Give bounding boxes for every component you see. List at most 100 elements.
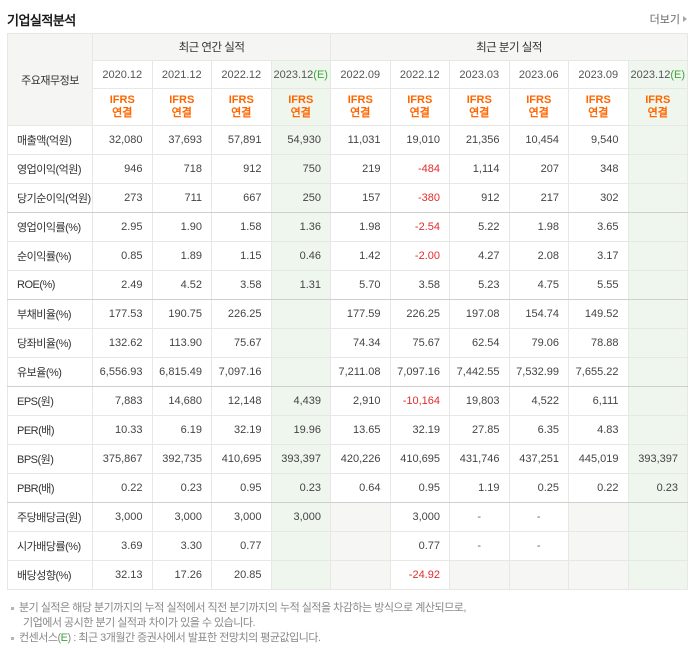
metric-value-cell: 3.69 xyxy=(92,531,153,561)
metric-value-cell xyxy=(270,328,331,358)
metric-row-16: 배당성향(%) 32.13 17.26 20.85 -24.92 xyxy=(7,560,689,590)
metric-value-cell: 0.77 xyxy=(211,531,272,561)
metric-value-cell: 3,000 xyxy=(270,502,331,532)
metric-value-cell: 219 xyxy=(330,154,391,184)
band-row: 주요재무정보 최근 연간 실적 최근 분기 실적 xyxy=(7,33,689,126)
col-header-quarter-2023.06: 2023.06 xyxy=(508,60,569,89)
chevron-right-icon xyxy=(683,16,687,22)
metric-value-cell: 445,019 xyxy=(568,444,629,474)
metric-value-cell: 20.85 xyxy=(211,560,272,590)
metric-value-cell: 250 xyxy=(270,183,331,213)
metric-value-cell: 7,097.16 xyxy=(389,357,450,387)
metric-value-cell: 3.65 xyxy=(568,212,629,242)
metric-value-cell: 912 xyxy=(449,183,510,213)
metric-value-cell: 393,397 xyxy=(270,444,331,474)
metric-value-cell: 7,442.55 xyxy=(449,357,510,387)
col-header-annual-2023.12: 2023.12(E) xyxy=(270,60,331,89)
metric-value-cell xyxy=(627,531,689,561)
metric-value-cell: 226.25 xyxy=(211,299,272,329)
metric-value-cell: 410,695 xyxy=(389,444,450,474)
metric-value-cell: 0.77 xyxy=(389,531,450,561)
metric-value-cell xyxy=(627,154,689,184)
metric-label: PBR(배) xyxy=(7,473,93,503)
metric-label: 배당성향(%) xyxy=(7,560,93,590)
metric-value-cell: 27.85 xyxy=(449,415,510,445)
metric-value-cell: -2.54 xyxy=(389,212,450,242)
metric-value-cell: 0.23 xyxy=(627,473,689,503)
metric-value-cell: 1.42 xyxy=(330,241,391,271)
metric-value-cell: 157 xyxy=(330,183,391,213)
more-button[interactable]: 더보기 xyxy=(650,11,687,27)
metric-row-3: 당기순이익(억원) 273 711 667 250 157 -380 912 217 302 xyxy=(7,183,689,213)
metric-value-cell xyxy=(627,357,689,387)
metric-value-cell: 912 xyxy=(211,154,272,184)
metric-value-cell: 392,735 xyxy=(151,444,212,474)
metric-row-4: 영업이익률(%) 2.95 1.90 1.58 1.36 1.98 -2.54 5.22 1.9… xyxy=(7,212,689,242)
metric-row-11: PER(배) 10.33 6.19 32.19 19.96 13.65 32.19 27.85… xyxy=(7,415,689,445)
metric-value-cell: 1.89 xyxy=(151,241,212,271)
metric-value-cell: 302 xyxy=(568,183,629,213)
quarter-band-header: 최근 분기 실적 xyxy=(329,33,689,61)
metric-value-cell: 946 xyxy=(92,154,153,184)
metric-row-1: 매출액(억원) 32,080 37,693 57,891 54,930 11,031 19,… xyxy=(7,125,689,155)
metric-value-cell xyxy=(330,502,391,532)
metric-value-cell: 32.13 xyxy=(92,560,153,590)
footnote-1-line-2: 기업에서 공시한 분기 실적과 차이가 있을 수 있습니다. xyxy=(23,617,256,629)
metric-value-cell: -2.00 xyxy=(389,241,450,271)
metric-value-cell: 14,680 xyxy=(151,386,212,416)
col-header-annual-2020.12: 2020.12 xyxy=(92,60,153,89)
ifrs-consolidated-header: IFRS 연결 xyxy=(270,88,331,126)
metric-value-cell xyxy=(627,415,689,445)
metric-value-cell: -10,164 xyxy=(389,386,450,416)
metric-row-14: 주당배당금(원) 3,000 3,000 3,000 3,000 3,000- - xyxy=(7,502,689,532)
metric-value-cell: - xyxy=(508,502,569,532)
metric-value-cell: 10,454 xyxy=(508,125,569,155)
metric-value-cell: 11,031 xyxy=(330,125,391,155)
metric-value-cell: 7,097.16 xyxy=(211,357,272,387)
metric-value-cell: 2.95 xyxy=(92,212,153,242)
metric-value-cell xyxy=(330,560,391,590)
metric-value-cell xyxy=(627,560,689,590)
metric-label: 매출액(억원) xyxy=(7,125,93,155)
metric-value-cell: 4.52 xyxy=(151,270,212,300)
col-header-quarter-2022.12: 2022.12 xyxy=(389,60,450,89)
metric-value-cell: 149.52 xyxy=(568,299,629,329)
metric-value-cell: 5.70 xyxy=(330,270,391,300)
metric-value-cell: 0.85 xyxy=(92,241,153,271)
metric-row-10: EPS(원) 7,883 14,680 12,148 4,439 2,910 -10,164… xyxy=(7,386,689,416)
metric-value-cell xyxy=(627,270,689,300)
metric-value-cell: 5.23 xyxy=(449,270,510,300)
metric-value-cell: 13.65 xyxy=(330,415,391,445)
footnote-2: 컨센서스(E) : 최근 3개월간 증권사에서 발표한 전망치의 평균값입니다. xyxy=(9,631,687,646)
metric-value-cell: 3,000 xyxy=(389,502,450,532)
ifrs-consolidated-header: IFRS 연결 xyxy=(151,88,212,126)
metric-value-cell: 2.08 xyxy=(508,241,569,271)
metric-value-cell xyxy=(508,560,569,590)
metric-value-cell: 0.46 xyxy=(270,241,331,271)
metric-value-cell: 3,000 xyxy=(151,502,212,532)
metric-value-cell xyxy=(270,531,331,561)
metric-label: 유보율(%) xyxy=(7,357,93,387)
metric-value-cell: -24.92 xyxy=(389,560,450,590)
metric-value-cell: 348 xyxy=(568,154,629,184)
metric-value-cell: -380 xyxy=(389,183,450,213)
metric-value-cell: 3.58 xyxy=(211,270,272,300)
metric-value-cell: 5.55 xyxy=(568,270,629,300)
ifrs-consolidated-header: IFRS 연결 xyxy=(211,88,272,126)
metric-value-cell: 6,815.49 xyxy=(151,357,212,387)
metric-row-5: 순이익률(%) 0.85 1.89 1.15 0.46 1.42 -2.00 4.27 2.08… xyxy=(7,241,689,271)
metric-value-cell: 19,803 xyxy=(449,386,510,416)
ifrs-consolidated-header: IFRS 연결 xyxy=(449,88,510,126)
metric-value-cell: 1.90 xyxy=(151,212,212,242)
metric-value-cell: 113.90 xyxy=(151,328,212,358)
metric-label: BPS(원) xyxy=(7,444,93,474)
metric-value-cell: 190.75 xyxy=(151,299,212,329)
estimate-e-mark: (E) xyxy=(670,68,685,81)
metric-value-cell: 1,114 xyxy=(449,154,510,184)
metric-value-cell: 4,439 xyxy=(270,386,331,416)
page-title: 기업실적분석 xyxy=(7,12,76,28)
metric-value-cell: 3.58 xyxy=(389,270,450,300)
metric-value-cell: 3.17 xyxy=(568,241,629,271)
metric-value-cell: 6,111 xyxy=(568,386,629,416)
metric-value-cell: 2.49 xyxy=(92,270,153,300)
